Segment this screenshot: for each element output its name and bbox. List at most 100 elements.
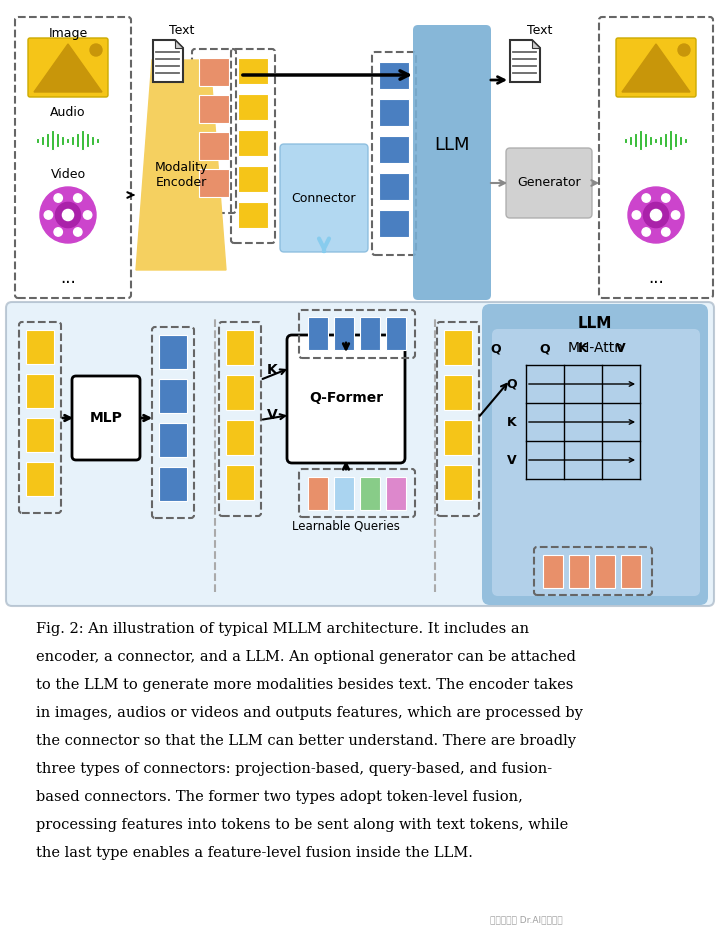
Bar: [226, 420, 254, 455]
Bar: [26, 330, 54, 364]
Circle shape: [642, 227, 650, 236]
Text: ...: ...: [60, 269, 76, 287]
Text: Modality
Encoder: Modality Encoder: [154, 161, 207, 189]
Bar: [639, 130, 642, 150]
Bar: [56, 133, 59, 147]
Bar: [238, 166, 268, 192]
Bar: [334, 317, 354, 350]
Text: V: V: [616, 343, 626, 356]
Bar: [543, 555, 563, 588]
Text: encoder, a connector, and a LLM. An optional generator can be attached: encoder, a connector, and a LLM. An opti…: [36, 650, 576, 664]
Bar: [379, 210, 409, 237]
Circle shape: [63, 210, 73, 221]
Bar: [444, 330, 472, 365]
Bar: [669, 130, 672, 150]
Bar: [159, 423, 187, 457]
Bar: [649, 136, 652, 145]
Text: Video: Video: [50, 168, 86, 182]
Bar: [12, 18, 708, 300]
Bar: [334, 477, 354, 510]
Bar: [360, 317, 380, 350]
Bar: [664, 133, 667, 147]
Bar: [159, 467, 187, 501]
Circle shape: [671, 211, 680, 219]
Bar: [644, 133, 647, 147]
FancyBboxPatch shape: [482, 304, 708, 605]
Bar: [360, 477, 380, 510]
Bar: [226, 375, 254, 410]
Bar: [71, 136, 74, 145]
Bar: [226, 465, 254, 500]
Text: Q: Q: [491, 343, 501, 356]
FancyBboxPatch shape: [280, 144, 368, 252]
Bar: [199, 58, 229, 86]
Bar: [659, 136, 662, 145]
Bar: [91, 136, 94, 145]
Text: Q: Q: [507, 377, 517, 390]
Circle shape: [84, 211, 92, 219]
Bar: [159, 379, 187, 413]
Circle shape: [90, 44, 102, 56]
FancyBboxPatch shape: [6, 302, 714, 606]
Circle shape: [73, 227, 82, 236]
Bar: [444, 465, 472, 500]
Polygon shape: [532, 40, 540, 48]
Bar: [684, 138, 687, 143]
FancyBboxPatch shape: [28, 38, 108, 97]
Bar: [41, 136, 44, 145]
Text: MLP: MLP: [89, 411, 122, 425]
Bar: [238, 94, 268, 120]
Bar: [386, 317, 406, 350]
Bar: [674, 133, 677, 147]
Bar: [444, 420, 472, 455]
Text: in images, audios or videos and outputs features, which are processed by: in images, audios or videos and outputs …: [36, 706, 583, 720]
Bar: [61, 136, 64, 145]
Text: K: K: [578, 343, 588, 356]
Circle shape: [55, 202, 81, 227]
Bar: [159, 335, 187, 369]
Bar: [386, 477, 406, 510]
Bar: [238, 130, 268, 156]
Polygon shape: [175, 40, 183, 48]
Bar: [238, 58, 268, 84]
Bar: [654, 138, 657, 143]
Text: LLM: LLM: [578, 315, 612, 330]
Circle shape: [644, 202, 669, 227]
Bar: [199, 169, 229, 197]
Bar: [51, 130, 54, 150]
Text: Connector: Connector: [292, 192, 356, 204]
Polygon shape: [510, 40, 540, 82]
Text: Audio: Audio: [50, 106, 86, 119]
Bar: [26, 418, 54, 452]
FancyBboxPatch shape: [506, 148, 592, 218]
Text: V: V: [507, 454, 517, 466]
Bar: [36, 138, 39, 143]
Circle shape: [632, 211, 641, 219]
Bar: [624, 138, 627, 143]
FancyBboxPatch shape: [492, 329, 700, 596]
Bar: [308, 477, 328, 510]
Polygon shape: [34, 44, 102, 92]
Circle shape: [73, 194, 82, 202]
Bar: [379, 62, 409, 89]
FancyBboxPatch shape: [287, 335, 405, 463]
Bar: [199, 132, 229, 160]
Text: Q: Q: [540, 343, 550, 356]
Bar: [26, 374, 54, 408]
Bar: [86, 133, 89, 147]
FancyBboxPatch shape: [413, 25, 491, 300]
Polygon shape: [622, 44, 690, 92]
Text: processing features into tokens to be sent along with text tokens, while: processing features into tokens to be se…: [36, 818, 568, 832]
Text: Learnable Queries: Learnable Queries: [292, 519, 400, 533]
Bar: [621, 555, 641, 588]
Circle shape: [40, 187, 96, 243]
Polygon shape: [136, 60, 226, 270]
Bar: [308, 317, 328, 350]
Text: LLM: LLM: [434, 136, 469, 154]
Bar: [46, 133, 49, 147]
Text: 微信公众号 Dr.AI佐成未来: 微信公众号 Dr.AI佐成未来: [490, 915, 562, 925]
Circle shape: [642, 194, 650, 202]
Circle shape: [662, 227, 670, 236]
Bar: [76, 133, 79, 147]
Bar: [634, 133, 637, 147]
